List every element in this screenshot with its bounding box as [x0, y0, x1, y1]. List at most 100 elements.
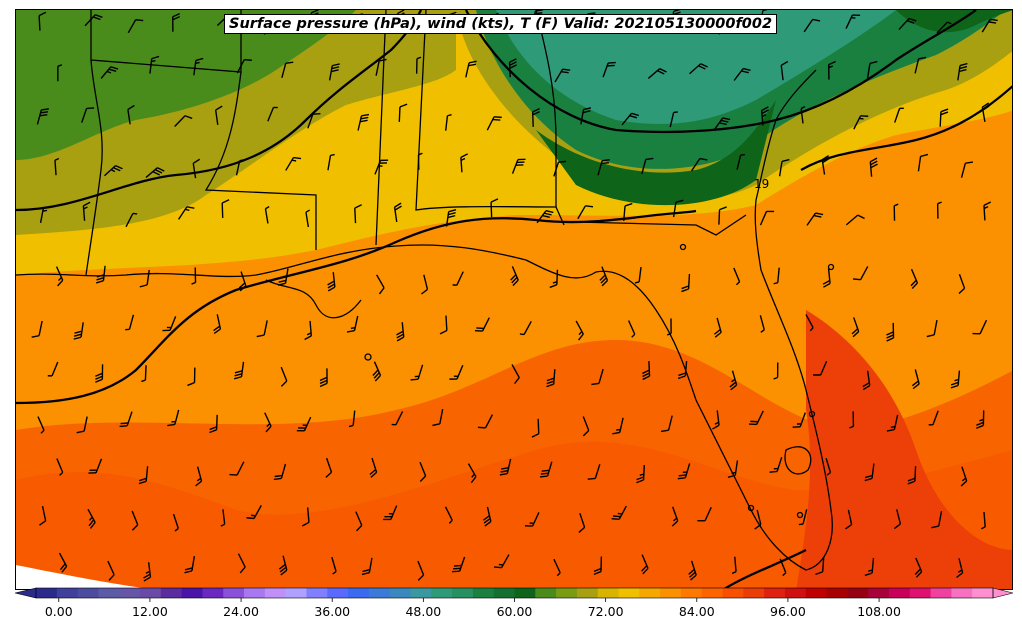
wind-barb: [611, 505, 627, 521]
colorbar-segment: [805, 588, 828, 598]
colorbar-segment: [306, 588, 328, 598]
wind-barb: [582, 416, 590, 437]
colorbar-segments: [14, 587, 1014, 599]
wind-barb: [769, 456, 783, 473]
wind-barb: [267, 106, 278, 122]
wind-barb: [296, 416, 312, 432]
wind-barb: [798, 509, 808, 526]
wind-barb: [127, 19, 144, 34]
wind-barb: [452, 271, 464, 286]
wind-barb: [213, 314, 222, 335]
wind-barb: [237, 553, 246, 574]
wind-barb: [931, 511, 943, 529]
wind-barb: [828, 60, 836, 80]
wind-barb: [467, 463, 477, 484]
colorbar-tick-label: 48.00: [405, 604, 441, 619]
wind-barb: [55, 266, 64, 287]
wind-barb: [894, 107, 904, 123]
wind-barb: [319, 368, 328, 388]
wind-barb: [733, 267, 741, 286]
wind-barb: [972, 319, 988, 335]
lake-marker: [827, 263, 835, 271]
wind-barb: [396, 322, 405, 342]
wind-barb: [82, 201, 91, 221]
fl-ga-boundary: [575, 214, 747, 236]
colorbar-segment: [951, 588, 973, 598]
wind-barb: [864, 558, 875, 577]
wind-barb: [195, 466, 203, 487]
wind-barb: [465, 60, 477, 78]
al-boundary: [415, 10, 565, 226]
wind-barb: [172, 513, 179, 532]
wind-barb: [759, 210, 775, 226]
wind-barb: [184, 555, 196, 574]
colorbar-segment: [285, 588, 307, 598]
missing-data-area: [16, 565, 151, 589]
wind-barb: [119, 411, 133, 428]
wind-barb: [553, 160, 567, 177]
wind-barb: [587, 463, 601, 480]
colorbar-segment: [368, 588, 391, 598]
wind-barb: [886, 414, 899, 432]
colorbar-segment: [389, 588, 411, 598]
wind-barb: [445, 114, 452, 131]
colorbar-segment: [160, 588, 183, 598]
wind-barb: [981, 102, 990, 123]
wind-barb: [39, 205, 51, 224]
wind-barb: [907, 466, 917, 485]
wind-barb: [736, 153, 745, 170]
wind-barb: [38, 11, 47, 31]
wind-barb: [346, 315, 359, 333]
wind-barb: [39, 505, 47, 526]
wind-barb: [677, 463, 691, 480]
wind-barb: [229, 461, 245, 476]
wind-barb: [36, 108, 49, 125]
wind-barb: [138, 466, 149, 485]
wind-barb: [869, 157, 878, 177]
wind-barb: [415, 56, 422, 74]
wind-barb: [417, 560, 425, 581]
wind-barb: [214, 105, 223, 125]
ms-al-boundary: [375, 10, 387, 246]
colorbar-segment: [452, 588, 474, 598]
isobar: [722, 548, 807, 589]
wind-barb: [864, 463, 875, 482]
wind-barb: [81, 107, 95, 123]
colorbar-segment: [826, 588, 848, 598]
colorbar-segment: [119, 588, 141, 598]
wind-barb: [325, 457, 333, 478]
wind-barb: [825, 457, 832, 476]
wind-barb: [697, 506, 712, 522]
colorbar-segment: [535, 588, 557, 598]
wind-barb: [778, 158, 790, 177]
wind-barb: [57, 64, 63, 82]
wind-barb: [727, 460, 739, 479]
colorbar-segment: [348, 588, 370, 598]
weather-map: 19: [16, 10, 1012, 589]
wind-barb: [546, 369, 556, 388]
colorbar-tick-label: 60.00: [497, 604, 533, 619]
colorbar-tick-label: 84.00: [679, 604, 715, 619]
wind-barb: [976, 410, 985, 429]
wind-barb: [95, 265, 106, 284]
wind-barb: [107, 560, 115, 581]
colorbar-segment: [618, 588, 640, 598]
colorbar-extend-max: [992, 587, 1014, 599]
wind-barb: [73, 322, 84, 340]
wind-barb: [773, 267, 780, 285]
wind-barb: [143, 562, 152, 582]
wind-barb: [641, 554, 649, 575]
wind-barb: [280, 366, 288, 387]
wind-barb: [886, 322, 895, 342]
colorbar-segment: [472, 588, 495, 598]
wind-barb: [926, 319, 938, 338]
wind-barb: [499, 458, 512, 476]
wind-barb: [285, 156, 302, 171]
wind-barb: [956, 558, 964, 579]
colorbar-segment: [56, 588, 79, 598]
wind-barb: [355, 511, 363, 532]
wind-barbs: [31, 10, 998, 582]
wind-barb: [88, 458, 103, 474]
colorbar-tick-label: 12.00: [132, 604, 168, 619]
wind-barb: [357, 113, 370, 131]
